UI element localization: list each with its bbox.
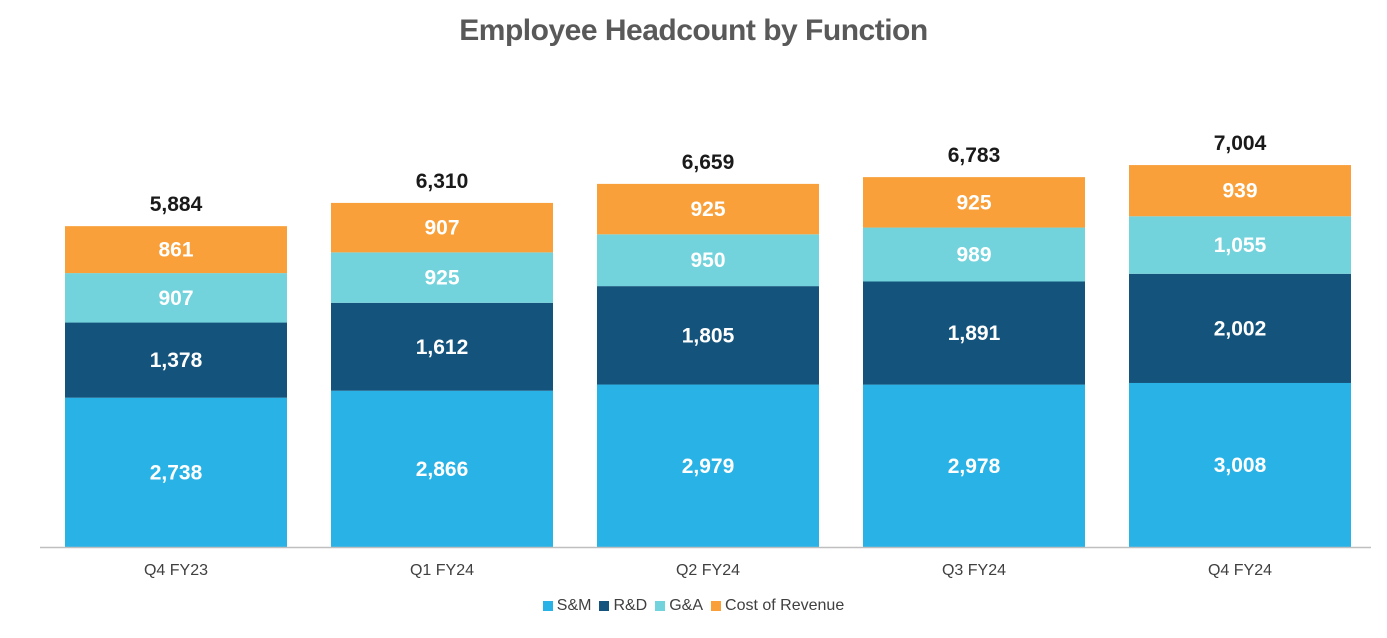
total-label: 7,004 <box>1214 132 1267 155</box>
legend-swatch <box>542 601 553 611</box>
legend-item-cost-of-revenue: Cost of Revenue <box>711 597 844 615</box>
data-label-r-d: 1,891 <box>948 322 1001 345</box>
legend-label: R&D <box>613 597 648 614</box>
chart-legend: S&M R&D G&A Cost of Revenue <box>0 597 1387 615</box>
x-tick-label: Q4 FY23 <box>144 562 208 579</box>
bar-segment-g-a <box>863 227 1085 282</box>
data-label-s-m: 3,008 <box>1214 454 1267 477</box>
bar-segment-r-d <box>597 286 819 385</box>
bar-segment-g-a <box>65 273 287 323</box>
bar-segment-r-d <box>863 281 1085 385</box>
bar-segment-cost-of-revenue <box>331 202 553 253</box>
data-label-g-a: 925 <box>424 267 459 290</box>
data-label-g-a: 989 <box>956 244 991 267</box>
bar-segment-cost-of-revenue <box>863 177 1085 228</box>
data-label-s-m: 2,866 <box>416 458 469 481</box>
legend-label: G&A <box>669 597 704 614</box>
legend-swatch <box>711 601 722 611</box>
data-label-cost-of-revenue: 925 <box>956 191 991 214</box>
data-label-r-d: 1,612 <box>416 336 469 359</box>
bar-segment-r-d <box>331 302 553 391</box>
x-tick-label: Q2 FY24 <box>676 562 740 579</box>
bar-segment-g-a <box>331 252 553 303</box>
bar-segment-s-m <box>863 384 1085 547</box>
bar-segment-s-m <box>331 390 553 547</box>
total-label: 6,659 <box>682 151 735 174</box>
data-label-s-m: 2,979 <box>682 455 735 478</box>
x-tick-label: Q3 FY24 <box>942 562 1006 579</box>
data-label-r-d: 2,002 <box>1214 317 1267 340</box>
legend-item-s-m: S&M <box>542 597 592 615</box>
data-label-r-d: 1,378 <box>150 349 203 372</box>
data-label-g-a: 1,055 <box>1214 234 1267 257</box>
data-label-s-m: 2,978 <box>948 455 1001 478</box>
data-label-cost-of-revenue: 907 <box>424 217 459 240</box>
data-label-g-a: 907 <box>158 287 193 310</box>
legend-label: Cost of Revenue <box>725 597 845 614</box>
data-label-r-d: 1,805 <box>682 324 735 347</box>
legend-item-r-d: R&D <box>599 597 647 615</box>
bar-segment-cost-of-revenue <box>597 183 819 235</box>
bar-segment-cost-of-revenue <box>1129 165 1351 217</box>
bar-segment-s-m <box>1129 382 1351 547</box>
bar-segment-r-d <box>65 322 287 398</box>
bar-segment-g-a <box>1129 216 1351 274</box>
x-tick-label: Q4 FY24 <box>1208 562 1272 579</box>
data-label-cost-of-revenue: 939 <box>1222 180 1257 203</box>
bar-segment-r-d <box>1129 273 1351 383</box>
total-label: 6,783 <box>948 144 1001 167</box>
bar-segment-g-a <box>597 234 819 287</box>
bar-segment-s-m <box>597 384 819 547</box>
legend-swatch <box>655 601 666 611</box>
data-label-cost-of-revenue: 925 <box>690 198 725 221</box>
legend-item-g-a: G&A <box>655 597 703 615</box>
data-label-cost-of-revenue: 861 <box>158 239 193 262</box>
legend-swatch <box>599 601 610 611</box>
data-label-g-a: 950 <box>690 249 725 272</box>
total-label: 5,884 <box>150 193 203 216</box>
bar-segment-s-m <box>65 397 287 547</box>
bar-segment-cost-of-revenue <box>65 226 287 274</box>
x-tick-label: Q1 FY24 <box>410 562 474 579</box>
legend-label: S&M <box>556 597 592 614</box>
chart-title: Employee Headcount by Function <box>459 14 928 47</box>
data-label-s-m: 2,738 <box>150 461 203 484</box>
total-label: 6,310 <box>416 170 469 193</box>
